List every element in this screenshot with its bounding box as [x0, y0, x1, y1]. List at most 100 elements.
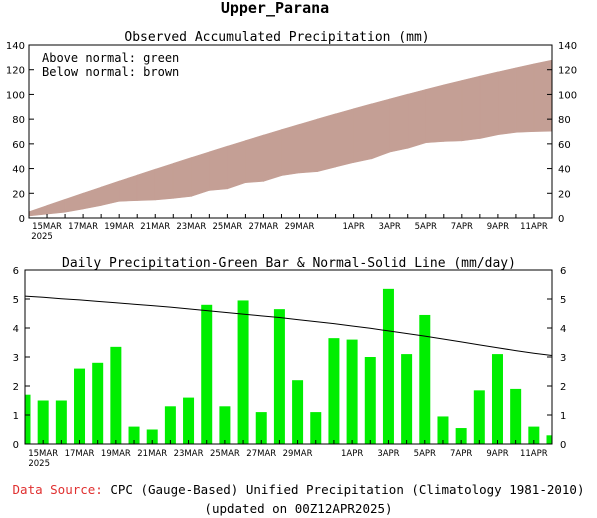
daily-ytick-label-left: 5: [13, 295, 19, 306]
accumulated-xtick-label: 27MAR: [249, 222, 279, 232]
daily-bar: [419, 314, 431, 444]
daily-bar: [237, 300, 249, 444]
accumulated-ytick-label-right: 60: [558, 140, 571, 151]
accumulated-xtick-label: 15MAR: [32, 222, 62, 232]
daily-bar: [110, 346, 122, 444]
accumulated-xtick-label: 1APR: [342, 222, 364, 232]
daily-bar: [528, 426, 540, 444]
daily-bar: [37, 400, 49, 444]
accumulated-gap-segment: [461, 75, 481, 142]
accumulated-gap-segment: [136, 168, 156, 201]
accumulated-panel: Observed Accumulated Precipitation (mm) …: [6, 30, 577, 242]
daily-plot-area: [24, 288, 553, 444]
accumulated-title: Observed Accumulated Precipitation (mm): [124, 30, 429, 45]
daily-bar: [382, 288, 394, 444]
daily-ytick-label-left: 3: [13, 353, 19, 364]
accumulated-gap-segment: [353, 103, 372, 163]
daily-ytick-label-right: 3: [560, 353, 566, 364]
daily-bar: [55, 400, 67, 444]
daily-ytick-label-right: 5: [560, 295, 566, 306]
accumulated-gap-segment: [263, 129, 282, 182]
accumulated-ytick-label-left: 20: [12, 189, 25, 200]
chart-title: Upper_Parana: [221, 0, 329, 17]
daily-xtick-label: 25MAR: [210, 449, 240, 459]
accumulated-xtick-label: 5APR: [415, 222, 437, 232]
accumulated-ytick-label-left: 0: [19, 214, 25, 225]
accumulated-gap-segment: [209, 145, 228, 191]
daily-xtick-label: 21MAR: [137, 449, 167, 459]
accumulated-gap-segment: [389, 93, 409, 153]
accumulated-gap-segment: [100, 180, 120, 206]
accumulated-gap-segment: [82, 186, 102, 210]
accumulated-ytick-label-left: 120: [6, 66, 25, 77]
daily-bar: [92, 362, 104, 444]
accumulated-ytick-label-left: 100: [6, 90, 25, 101]
legend-below-normal: Below normal: brown: [42, 65, 179, 79]
daily-bar: [292, 380, 304, 444]
accumulated-ytick-label-right: 140: [558, 41, 577, 52]
daily-ytick-label-right: 2: [560, 382, 566, 393]
accumulated-gap-segment: [443, 80, 463, 142]
accumulated-xtick-year: 2025: [31, 232, 53, 242]
daily-bar: [183, 397, 195, 444]
daily-bar: [491, 354, 503, 444]
daily-panel: Daily Precipitation-Green Bar & Normal-S…: [13, 256, 567, 469]
accumulated-ytick-label-left: 60: [12, 140, 25, 151]
accumulated-xtick-label: 11APR: [520, 222, 548, 232]
accumulated-gap-segment: [317, 113, 336, 172]
daily-xtick-label: 19MAR: [101, 449, 131, 459]
accumulated-xtick-label: 17MAR: [68, 222, 98, 232]
accumulated-gap-segment: [407, 89, 427, 149]
daily-ytick-label-left: 2: [13, 382, 19, 393]
daily-frame: [24, 269, 553, 445]
accumulated-frame: [28, 44, 553, 219]
accumulated-xtick-label: 19MAR: [104, 222, 134, 232]
daily-xtick-label: 11APR: [520, 449, 548, 459]
daily-ytick-label-right: 4: [560, 324, 566, 335]
daily-bar: [273, 309, 285, 444]
daily-title: Daily Precipitation-Green Bar & Normal-S…: [62, 256, 516, 271]
daily-ytick-label-left: 6: [13, 266, 19, 277]
accumulated-xtick-label: 7APR: [451, 222, 473, 232]
data-source-text: CPC (Gauge-Based) Unified Precipitation …: [110, 482, 585, 497]
accumulated-ytick-label-right: 40: [558, 165, 571, 176]
daily-xtick-label: 7APR: [450, 449, 472, 459]
daily-bar: [201, 304, 213, 444]
daily-xtick-label: 29MAR: [283, 449, 313, 459]
accumulated-ytick-label-right: 0: [558, 214, 564, 225]
daily-bar: [328, 338, 340, 444]
daily-bar: [25, 394, 31, 444]
daily-bar: [146, 429, 158, 444]
accumulated-ytick-label-right: 100: [558, 90, 577, 101]
daily-bar: [255, 412, 267, 444]
accumulated-xtick-label: 23MAR: [176, 222, 206, 232]
daily-bar: [128, 426, 140, 444]
daily-bar: [364, 357, 376, 444]
updated-line: (updated on 00Z12APR2025): [204, 501, 393, 516]
accumulated-gap-segment: [172, 157, 192, 199]
accumulated-gap-segment: [299, 118, 318, 174]
daily-bar: [310, 412, 322, 444]
daily-bar: [401, 354, 413, 444]
daily-xtick-label: 1APR: [341, 449, 363, 459]
accumulated-gap-segment: [28, 205, 48, 217]
accumulated-plot-area: [28, 59, 553, 217]
accumulated-gap-segment: [515, 63, 535, 133]
accumulated-gap-segment: [533, 59, 553, 132]
accumulated-gap-segment: [154, 162, 174, 201]
legend-above-normal: Above normal: green: [42, 51, 179, 65]
accumulated-gap-segment: [227, 140, 246, 190]
accumulated-gap-segment: [46, 198, 66, 215]
daily-bar: [164, 406, 176, 444]
daily-ytick-label-left: 0: [13, 440, 19, 451]
daily-ytick-label-left: 1: [13, 411, 19, 422]
data-source-line: Data Source: CPC (Gauge-Based) Unified P…: [0, 482, 597, 497]
accumulated-xtick-label: 3APR: [379, 222, 401, 232]
daily-bar: [510, 388, 522, 444]
accumulated-ytick-label-right: 20: [558, 189, 571, 200]
accumulated-gap-segment: [281, 123, 300, 176]
daily-bar: [74, 368, 86, 444]
accumulated-ytick-label-left: 80: [12, 115, 25, 126]
daily-xtick-label: 17MAR: [65, 449, 95, 459]
daily-xtick-label: 27MAR: [246, 449, 276, 459]
